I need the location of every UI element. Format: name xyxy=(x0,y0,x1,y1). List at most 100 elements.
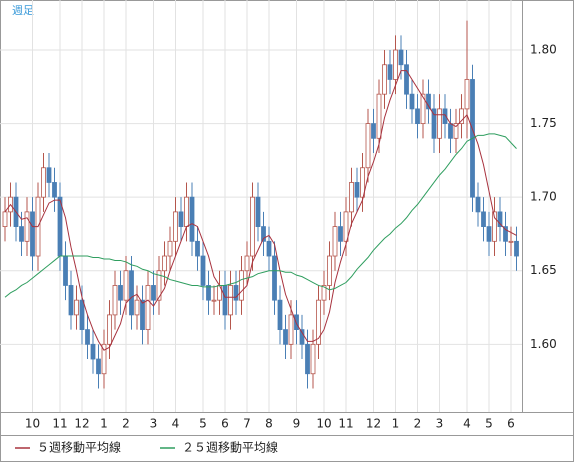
candle-body xyxy=(387,64,393,80)
candle-body xyxy=(332,226,338,257)
y-tick-label: 1.60 xyxy=(530,337,557,351)
chart-title: 週足 xyxy=(12,4,34,17)
candle-body xyxy=(360,167,365,198)
candle-body xyxy=(189,196,195,242)
candle-body xyxy=(123,270,129,301)
candle-body xyxy=(486,226,492,242)
candle-body xyxy=(404,64,409,95)
candle-body xyxy=(68,285,74,316)
candle-body xyxy=(46,167,52,183)
candle-body xyxy=(85,329,90,345)
y-tick-label: 1.75 xyxy=(530,116,557,130)
candle-body xyxy=(365,123,371,169)
x-tick-label: 9 xyxy=(293,417,301,431)
candle-body xyxy=(178,211,184,227)
x-tick-label: 1 xyxy=(392,417,400,431)
candle-body xyxy=(151,285,156,301)
y-tick-label: 1.70 xyxy=(530,190,557,204)
candle-body xyxy=(24,211,30,242)
x-tick-label: 3 xyxy=(150,417,158,431)
candle-body xyxy=(19,226,24,242)
candle-body xyxy=(475,196,481,213)
candle-body xyxy=(393,49,398,80)
moving-average-line xyxy=(4,70,517,351)
legend-label: ２５週移動平均線 xyxy=(182,440,278,455)
candle-body xyxy=(398,49,404,66)
candle-body xyxy=(288,314,294,345)
candle-body xyxy=(74,299,79,316)
candle-body xyxy=(250,196,255,257)
candle-body xyxy=(431,108,437,139)
x-tick-label: 8 xyxy=(265,417,273,431)
candle-body xyxy=(459,108,464,124)
candle-body xyxy=(129,270,134,316)
candle-body xyxy=(492,211,497,242)
candle-body xyxy=(327,255,332,286)
candle-body xyxy=(244,255,250,272)
candle-body xyxy=(222,285,228,316)
x-tick-label: 12 xyxy=(74,417,89,431)
candle-body xyxy=(233,285,239,301)
y-tick-label: 1.80 xyxy=(530,43,557,57)
candle-body xyxy=(118,285,123,301)
x-tick-label: 6 xyxy=(221,417,229,431)
candle-body xyxy=(321,285,327,301)
candle-body xyxy=(316,299,321,345)
candle-body xyxy=(376,93,382,139)
x-tick-label: 2 xyxy=(414,417,422,431)
candle-body xyxy=(173,211,178,242)
candle-body xyxy=(266,240,272,257)
candle-body xyxy=(310,343,316,375)
candle-body xyxy=(156,270,162,301)
x-tick-label: 5 xyxy=(199,417,207,431)
candle-body xyxy=(184,196,189,228)
candle-body xyxy=(283,329,288,345)
candle-body xyxy=(272,255,277,301)
candle-body xyxy=(508,240,514,243)
candle-body xyxy=(101,343,107,375)
x-tick-label: 6 xyxy=(507,417,515,431)
candle-body xyxy=(261,226,266,242)
candle-body xyxy=(453,123,459,139)
candle-body xyxy=(52,182,57,198)
candle-body xyxy=(437,108,442,139)
candle-body xyxy=(90,343,96,360)
candle-body xyxy=(277,299,283,330)
x-tick-label: 10 xyxy=(25,417,40,431)
candle-body xyxy=(2,211,8,227)
candle-body xyxy=(228,285,233,316)
x-tick-label: 11 xyxy=(52,417,67,431)
candle-body xyxy=(420,93,426,124)
candle-body xyxy=(211,299,217,302)
candle-body xyxy=(448,123,453,139)
legend-label: ５週移動平均線 xyxy=(37,440,121,455)
candle-body xyxy=(497,211,503,227)
candle-body xyxy=(167,240,173,257)
candle-body xyxy=(162,255,167,272)
x-tick-label: 11 xyxy=(338,417,353,431)
y-tick-label: 1.65 xyxy=(530,263,557,277)
candle-body xyxy=(140,299,145,330)
x-tick-label: 3 xyxy=(436,417,444,431)
candle-body xyxy=(294,314,299,330)
x-tick-label: 1 xyxy=(100,417,108,431)
candle-body xyxy=(338,226,343,242)
x-tick-label: 2 xyxy=(122,417,130,431)
candle-body xyxy=(255,196,261,228)
candle-body xyxy=(305,343,310,375)
candle-body xyxy=(96,358,101,375)
moving-average-line xyxy=(4,133,517,298)
x-tick-label: 4 xyxy=(172,417,180,431)
candle-body xyxy=(481,211,486,227)
candle-body xyxy=(30,211,35,257)
candle-body xyxy=(195,240,200,257)
candle-body xyxy=(426,93,431,110)
x-tick-label: 12 xyxy=(366,417,381,431)
candle-body xyxy=(134,299,140,316)
candle-body xyxy=(145,285,151,331)
candle-body xyxy=(371,123,376,139)
candle-body xyxy=(112,285,118,316)
candle-body xyxy=(200,255,206,286)
